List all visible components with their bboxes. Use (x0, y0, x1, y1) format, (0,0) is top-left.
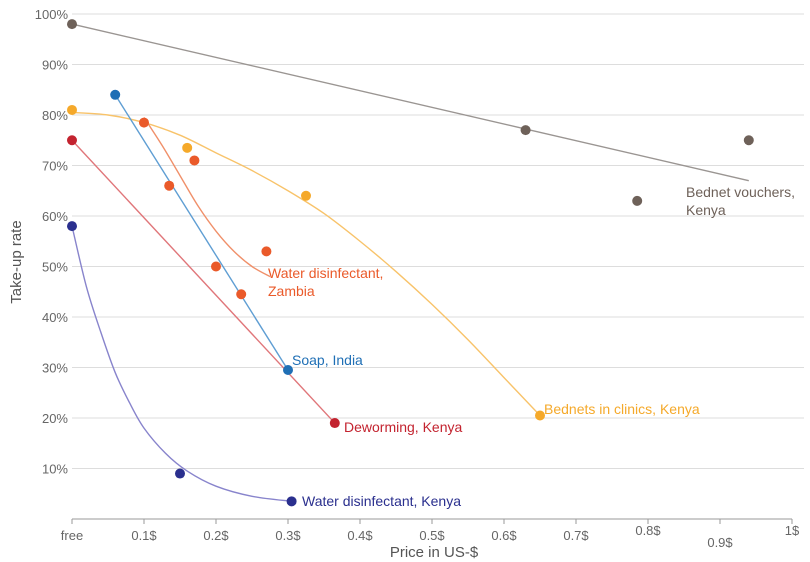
data-points (67, 19, 754, 507)
x-tick-label: 0.9$ (707, 535, 733, 550)
x-tick-label: 0.6$ (491, 528, 517, 543)
y-tick-label: 90% (42, 58, 68, 73)
x-tick-label: 0.8$ (635, 523, 661, 538)
series-label: Bednet vouchers, (686, 184, 795, 200)
y-tick-label: 30% (42, 361, 68, 376)
x-tick-label: 0.4$ (347, 528, 373, 543)
tick-labels: 10% 20% 30% 40% 50% 60% 70% 80% 90% 100% free 0.1$ 0… (35, 7, 800, 550)
data-point (110, 89, 121, 100)
series-label: Bednets in clinics, Kenya (544, 401, 700, 417)
data-point (743, 135, 754, 146)
y-tick-label: 50% (42, 260, 68, 275)
series-label: Kenya (686, 202, 726, 218)
series-label: Water disinfectant, Kenya (302, 493, 461, 509)
y-tick-label: 20% (42, 411, 68, 426)
x-tick-label: 0.5$ (419, 528, 445, 543)
data-point (182, 142, 193, 153)
data-point (67, 104, 77, 115)
series-label: Zambia (268, 283, 315, 299)
data-point (211, 261, 221, 272)
data-point (286, 496, 297, 507)
x-tick-label: 0.1$ (131, 528, 157, 543)
series-label: Soap, India (292, 352, 363, 368)
y-tick-label: 40% (42, 310, 68, 325)
y-tick-label: 100% (35, 7, 69, 22)
x-axis-title: Price in US-$ (390, 544, 479, 561)
data-point (189, 155, 200, 166)
data-point (67, 221, 77, 232)
y-tick-label: 80% (42, 108, 68, 123)
fit-line (71, 111, 541, 416)
gridlines (72, 13, 804, 469)
data-point (175, 468, 185, 479)
y-tick-label: 60% (42, 209, 68, 224)
data-point (164, 180, 175, 191)
x-tick-label: 1$ (785, 523, 800, 538)
y-tick-label: 10% (42, 462, 68, 477)
fit-line (143, 117, 271, 278)
series-label: Water disinfectant, (268, 265, 383, 281)
x-tick-label: 0.3$ (275, 528, 301, 543)
data-point (535, 410, 545, 421)
data-point (139, 117, 149, 128)
data-point (261, 246, 272, 257)
x-tick-label: 0.7$ (563, 528, 589, 543)
data-point (67, 19, 77, 30)
fit-line (71, 23, 749, 182)
y-axis-title: Take-up rate (8, 220, 25, 303)
data-point (236, 289, 247, 300)
fit-line (114, 94, 289, 371)
data-point (520, 125, 531, 136)
y-tick-label: 70% (42, 159, 68, 174)
fit-line (71, 225, 292, 503)
series-labels: Bednet vouchers, Kenya Bednets in clinics,… (268, 184, 795, 509)
data-point (329, 418, 340, 429)
series-label: Deworming, Kenya (344, 419, 462, 435)
data-point (632, 195, 643, 206)
data-point (67, 135, 77, 146)
x-tick-label: 0.2$ (203, 528, 229, 543)
data-point (283, 365, 293, 376)
fit-line (71, 139, 336, 424)
x-tick-label: free (61, 528, 83, 543)
data-point (301, 190, 311, 201)
